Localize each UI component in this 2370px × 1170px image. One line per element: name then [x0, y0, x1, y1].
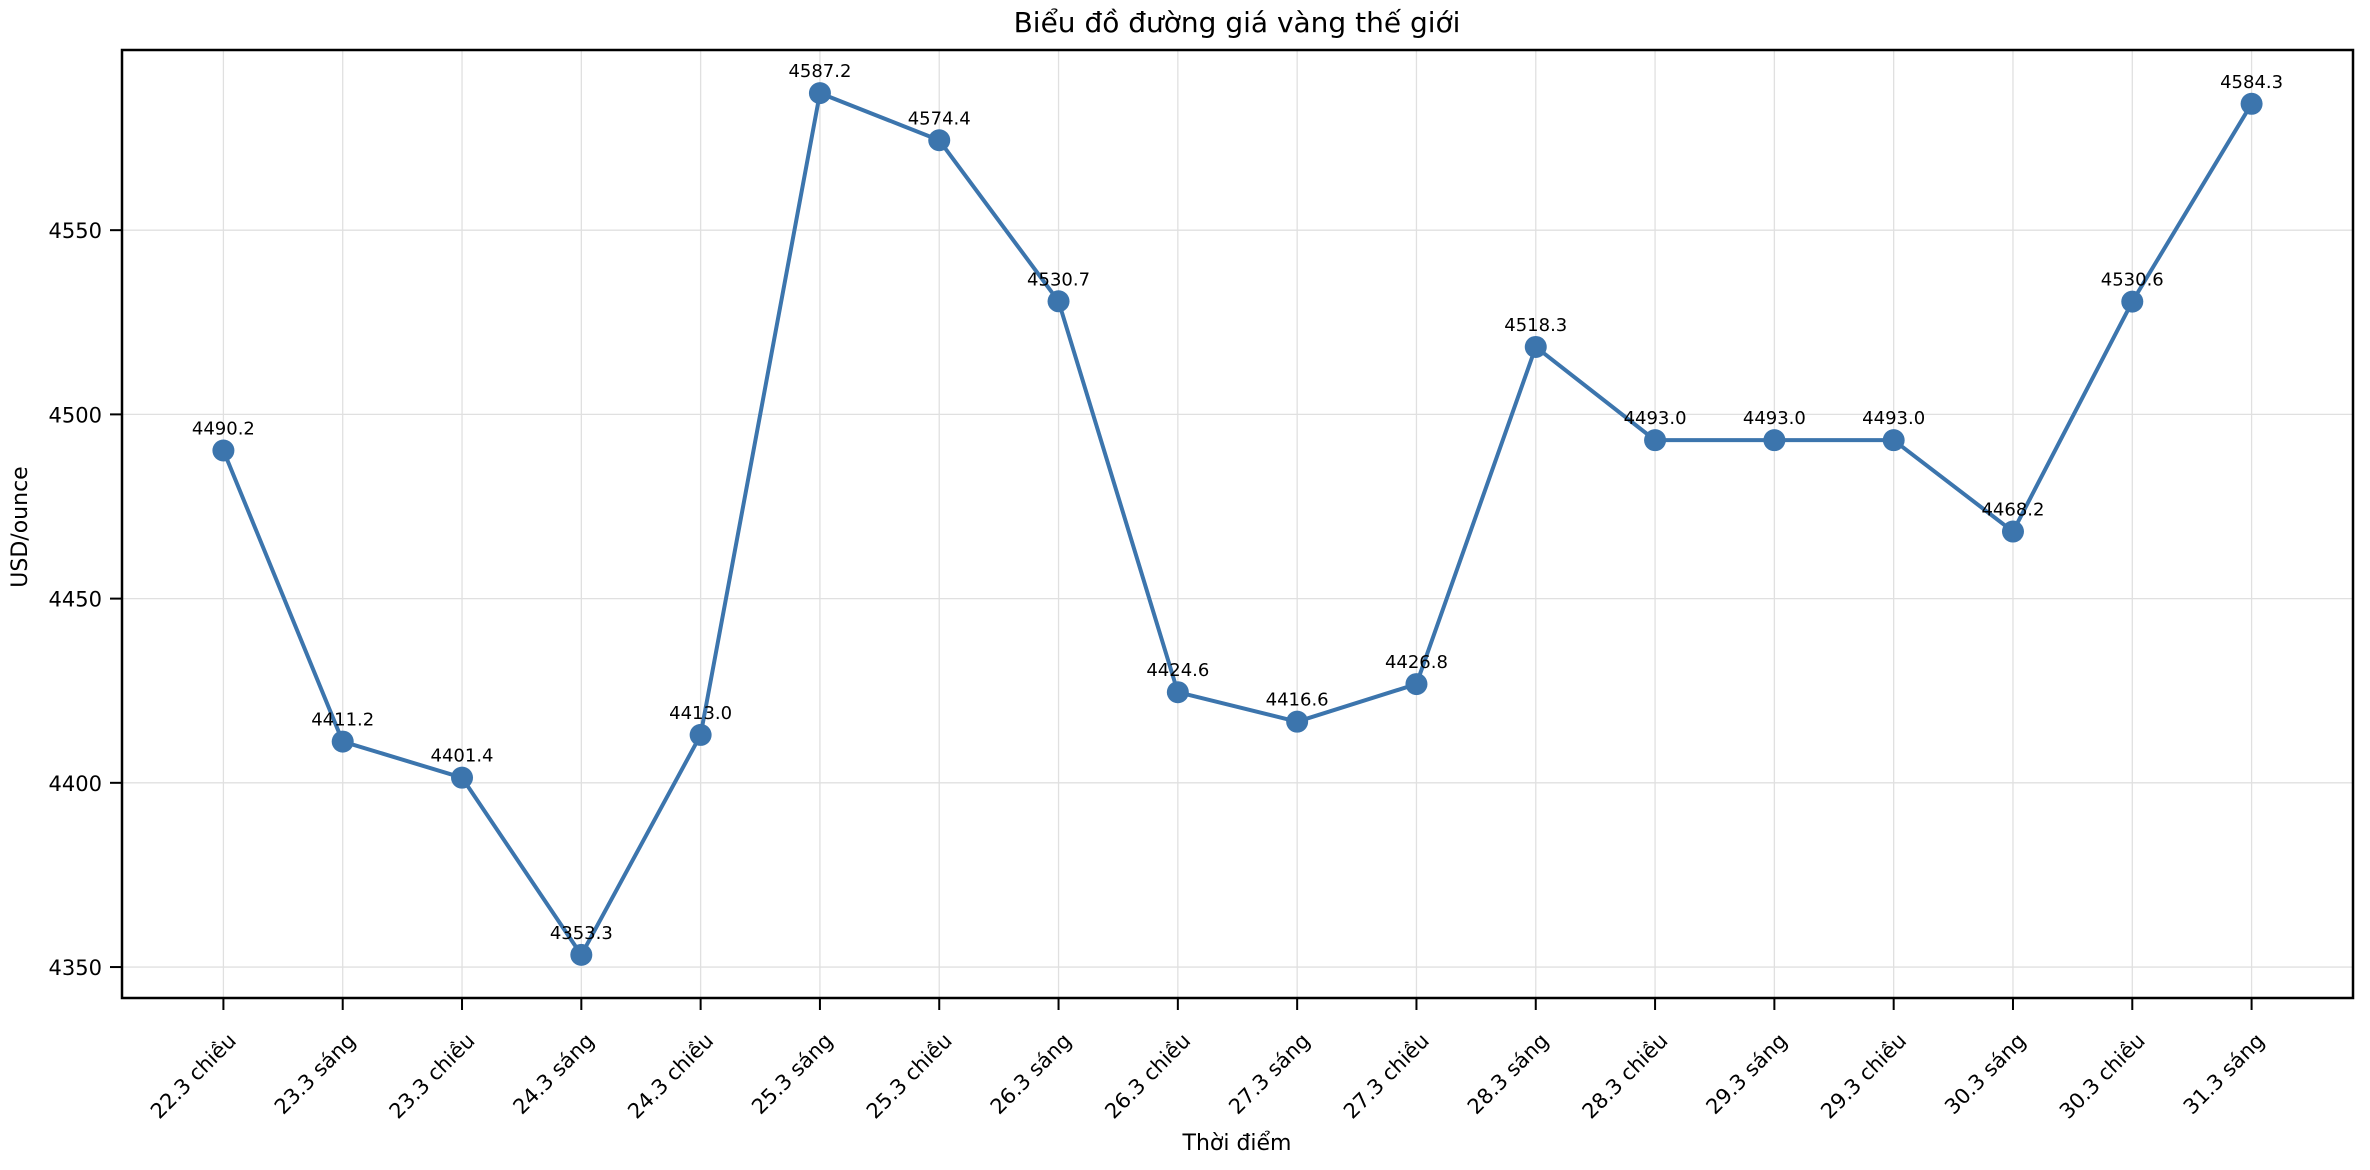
data-point-marker — [928, 129, 951, 152]
x-tick-label: 27.3 sáng — [1224, 1029, 1314, 1119]
data-point-value-label: 4584.3 — [2220, 72, 2283, 93]
x-tick-label: 30.3 chiều — [2055, 1029, 2150, 1124]
data-point-marker — [1166, 681, 1189, 704]
data-point-marker — [1882, 429, 1905, 452]
y-tick-label: 4400 — [49, 772, 102, 796]
data-point-marker — [1286, 710, 1309, 733]
x-tick-label: 29.3 chiều — [1816, 1029, 1911, 1124]
data-point-value-labels: 4490.2 4411.2 4401.4 4353.3 4413.0 4587.2 4574… — [192, 61, 2283, 944]
data-point-marker — [2001, 520, 2024, 543]
y-axis-label: USD/ounce — [8, 466, 33, 587]
data-point-marker — [808, 82, 831, 105]
data-point-marker — [570, 943, 593, 966]
data-point-marker — [451, 766, 474, 789]
x-tick-label: 26.3 sáng — [986, 1029, 1076, 1119]
x-tick-labels: 22.3 chiều 23.3 sáng 23.3 chiều 24.3 sáng 24… — [146, 1029, 2269, 1124]
x-tick-label: 24.3 chiều — [623, 1029, 718, 1124]
data-point-value-label: 4493.0 — [1743, 408, 1806, 429]
data-point-value-label: 4530.6 — [2101, 270, 2164, 291]
x-tick-label: 22.3 chiều — [146, 1029, 241, 1124]
data-point-value-label: 4574.4 — [908, 108, 971, 129]
data-point-value-label: 4518.3 — [1504, 315, 1567, 336]
x-tick-label: 30.3 sáng — [1940, 1029, 2030, 1119]
x-tick-label: 23.3 chiều — [385, 1029, 480, 1124]
data-point-value-label: 4490.2 — [192, 418, 255, 439]
data-point-marker — [331, 730, 354, 753]
gridlines — [122, 50, 2353, 998]
chart-title: Biểu đồ đường giá vàng thế giới — [1014, 6, 1461, 39]
x-axis-label: Thời điểm — [1182, 1131, 1292, 1156]
y-tick-label: 4550 — [49, 219, 102, 243]
x-tick-label: 23.3 sáng — [270, 1029, 360, 1119]
data-point-value-label: 4530.7 — [1027, 269, 1090, 290]
data-point-value-label: 4413.0 — [669, 703, 732, 724]
data-point-marker — [689, 723, 712, 746]
data-point-marker — [1405, 673, 1428, 696]
y-tick-label: 4350 — [49, 956, 102, 980]
x-tick-label: 28.3 sáng — [1463, 1029, 1553, 1119]
x-tick-label: 24.3 sáng — [508, 1029, 598, 1119]
data-point-value-label: 4426.8 — [1385, 652, 1448, 673]
data-point-value-label: 4353.3 — [550, 923, 613, 944]
x-tick-label: 25.3 chiều — [862, 1029, 957, 1124]
price-line — [221, 91, 2254, 957]
data-point-value-label: 4493.0 — [1624, 408, 1687, 429]
data-point-marker — [1524, 335, 1547, 358]
x-tick-label: 28.3 chiều — [1578, 1029, 1673, 1124]
y-tick-labels: 4350 4400 4450 4500 4550 — [49, 219, 102, 980]
x-tick-label: 29.3 sáng — [1701, 1029, 1791, 1119]
data-point-marker — [1763, 429, 1786, 452]
data-point-marker — [212, 439, 235, 462]
data-point-value-label: 4424.6 — [1146, 660, 1209, 681]
x-tick-label: 27.3 chiều — [1339, 1029, 1434, 1124]
data-point-marker — [2121, 290, 2144, 313]
data-point-marker — [2240, 92, 2263, 115]
x-tick-label: 25.3 sáng — [747, 1029, 837, 1119]
data-point-value-label: 4411.2 — [311, 710, 374, 731]
y-tick-label: 4500 — [49, 403, 102, 427]
data-point-markers — [212, 82, 2263, 966]
data-point-value-label: 4493.0 — [1862, 408, 1925, 429]
data-point-value-label: 4416.6 — [1266, 690, 1329, 711]
x-tick-label: 26.3 chiều — [1100, 1029, 1195, 1124]
data-point-value-label: 4401.4 — [431, 746, 494, 767]
y-tick-label: 4450 — [49, 588, 102, 612]
price-line-series — [221, 91, 2254, 957]
axes-spines-and-ticks — [110, 48, 2355, 1010]
x-tick-label: 31.3 sáng — [2179, 1029, 2269, 1119]
plot-border — [120, 48, 2355, 1000]
data-point-value-label: 4587.2 — [788, 61, 851, 82]
data-point-value-label: 4468.2 — [1981, 500, 2044, 521]
data-point-marker — [1644, 429, 1667, 452]
data-point-marker — [1047, 290, 1070, 313]
